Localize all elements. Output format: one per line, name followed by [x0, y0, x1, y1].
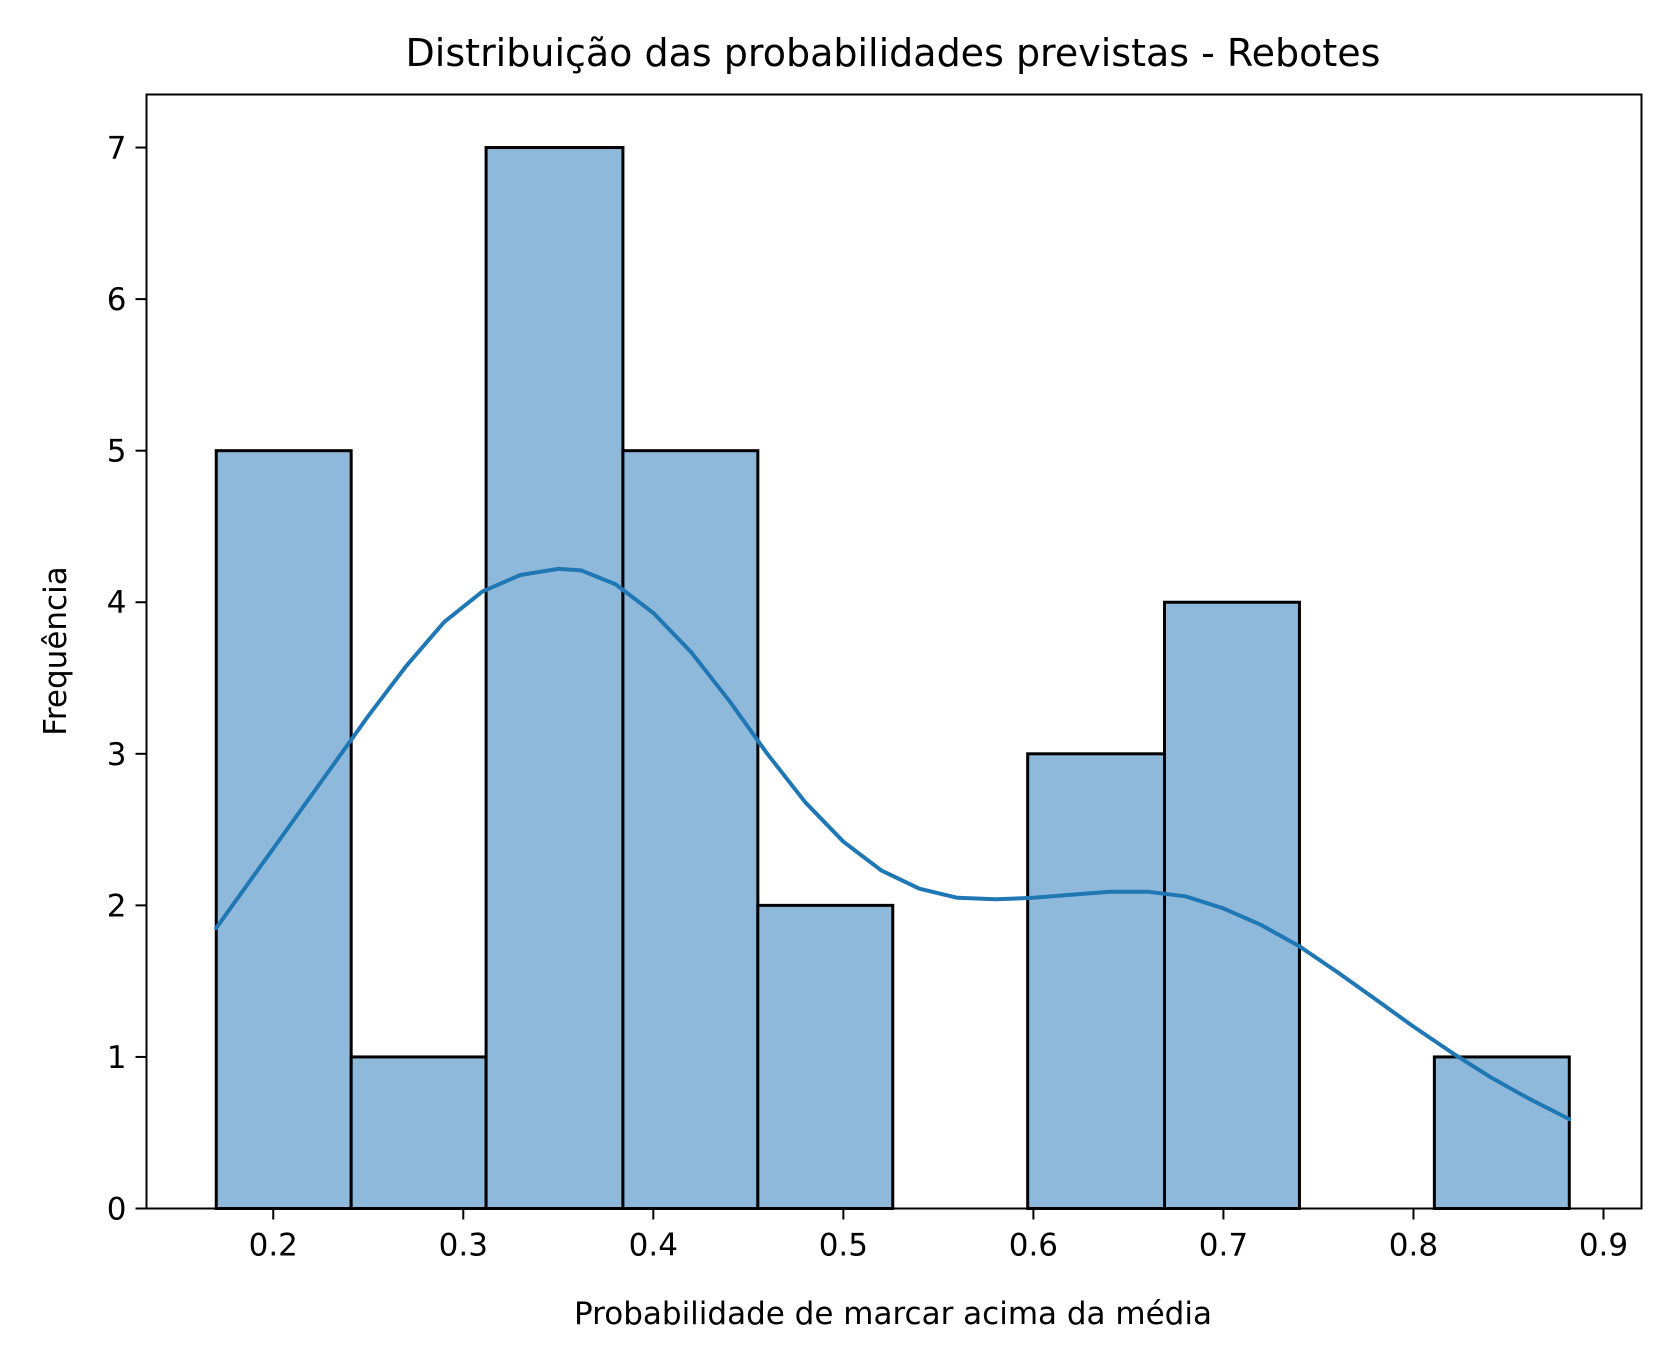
histogram-bar-3 — [621, 449, 760, 1210]
histogram-bar-1 — [349, 1055, 488, 1211]
plot-frame — [145, 93, 1643, 1210]
y-tick-label: 0 — [107, 1192, 127, 1228]
histogram-bar-7 — [1163, 600, 1301, 1210]
x-tick-label: 0.6 — [1009, 1228, 1058, 1264]
y-tick-label: 6 — [107, 282, 127, 318]
y-axis: 0 1 2 3 4 5 6 7 — [107, 131, 147, 1228]
histogram-bar-2 — [484, 146, 625, 1211]
histogram-bar-4 — [756, 903, 895, 1210]
x-axis: 0.2 0.3 0.4 0.5 0.6 0.7 0.8 0.9 — [249, 1208, 1628, 1264]
x-tick-label: 0.3 — [439, 1228, 488, 1264]
histogram-bar-6 — [1026, 752, 1167, 1211]
y-tick-label: 4 — [107, 585, 127, 621]
y-tick-label: 2 — [107, 888, 127, 924]
y-tick-label: 1 — [107, 1040, 127, 1076]
y-tick-label: 5 — [107, 434, 127, 470]
kde-curve — [214, 566, 1572, 1122]
x-tick-label: 0.5 — [819, 1228, 868, 1264]
y-tick-label: 3 — [107, 737, 127, 773]
x-tick-label: 0.2 — [249, 1228, 298, 1264]
x-tick-label: 0.8 — [1389, 1228, 1438, 1264]
x-tick-label: 0.9 — [1579, 1228, 1628, 1264]
chart-title: Distribuição das probabilidades prevista… — [406, 31, 1381, 75]
bars-layer — [214, 146, 1571, 1211]
histogram-bar-9 — [1432, 1055, 1571, 1211]
x-tick-label: 0.4 — [629, 1228, 678, 1264]
y-axis-label: Frequência — [38, 566, 74, 735]
histogram-bar-0 — [214, 449, 353, 1210]
y-tick-label: 7 — [107, 131, 127, 167]
x-axis-label: Probabilidade de marcar acima da média — [574, 1296, 1212, 1332]
x-tick-label: 0.7 — [1199, 1228, 1248, 1264]
